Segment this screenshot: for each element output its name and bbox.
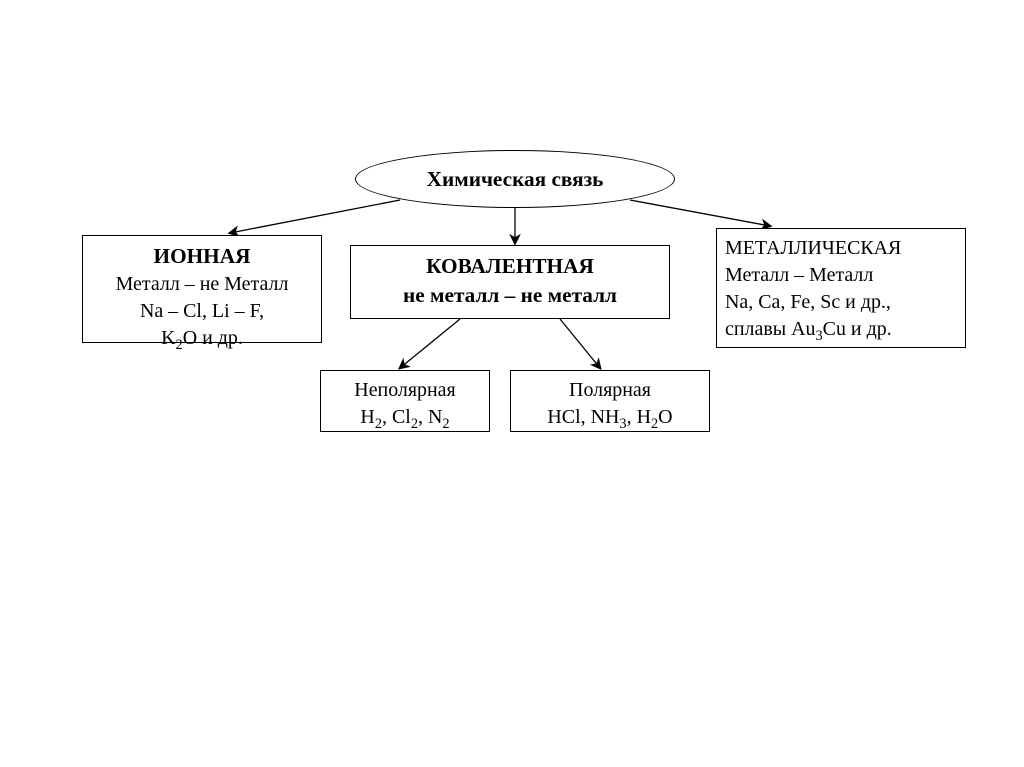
node-line: Металл – не Металл — [91, 271, 313, 298]
edge-arrow — [230, 200, 400, 233]
node-ionic: ИОННАЯМеталл – не МеталлNa – Cl, Li – F,… — [82, 235, 322, 343]
edge-arrow — [630, 200, 770, 226]
node-title: МЕТАЛЛИЧЕСКАЯ — [725, 235, 957, 262]
node-metallic: МЕТАЛЛИЧЕСКАЯМеталл – МеталлNa, Ca, Fe, … — [716, 228, 966, 348]
root-node: Химическая связь — [355, 150, 675, 208]
node-title: Неполярная — [329, 377, 481, 404]
node-polar: ПолярнаяHCl, NH3, H2O — [510, 370, 710, 432]
edge-arrow — [400, 319, 460, 368]
node-nonpolar: НеполярнаяH2, Cl2, N2 — [320, 370, 490, 432]
node-line: Na – Cl, Li – F, — [91, 298, 313, 325]
node-line: HCl, NH3, H2O — [519, 404, 701, 431]
node-line: H2, Cl2, N2 — [329, 404, 481, 431]
edge-arrow — [560, 319, 600, 368]
node-covalent: КОВАЛЕНТНАЯне металл – не металл — [350, 245, 670, 319]
node-line: Na, Ca, Fe, Sc и др., — [725, 289, 957, 316]
root-label: Химическая связь — [427, 167, 604, 192]
node-line: K2O и др. — [91, 325, 313, 352]
node-line: сплавы Au3Cu и др. — [725, 316, 957, 343]
node-title: КОВАЛЕНТНАЯ — [359, 252, 661, 281]
node-line: Металл – Металл — [725, 262, 957, 289]
node-line: не металл – не металл — [359, 281, 661, 310]
node-title: Полярная — [519, 377, 701, 404]
diagram-canvas: Химическая связь ИОННАЯМеталл – не Метал… — [0, 0, 1024, 767]
node-title: ИОННАЯ — [91, 242, 313, 271]
